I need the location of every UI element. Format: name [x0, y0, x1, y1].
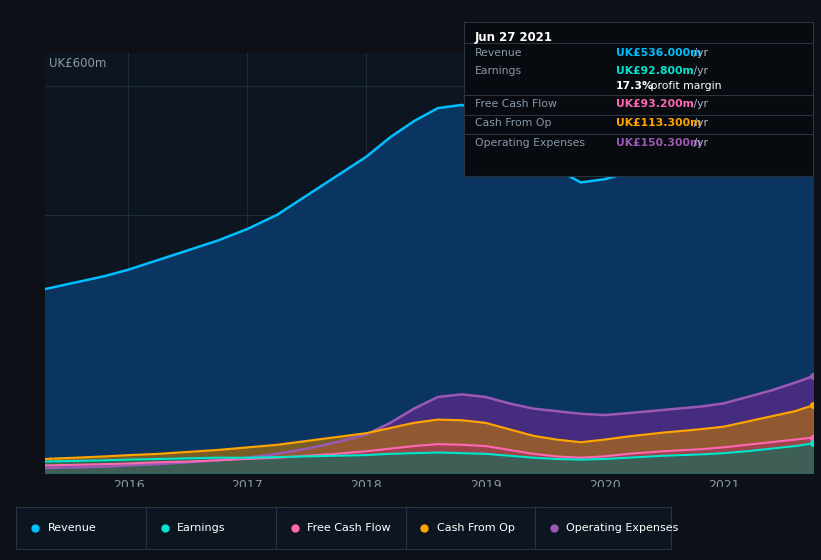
Text: Free Cash Flow: Free Cash Flow — [307, 523, 391, 533]
Text: Revenue: Revenue — [48, 523, 96, 533]
Text: UK£93.200m: UK£93.200m — [616, 99, 694, 109]
Text: /yr: /yr — [690, 138, 708, 148]
Text: Jun 27 2021: Jun 27 2021 — [475, 31, 553, 44]
Text: UK£600m: UK£600m — [49, 58, 107, 71]
Text: UK£150.300m: UK£150.300m — [616, 138, 701, 148]
Text: Earnings: Earnings — [475, 66, 521, 76]
Text: 17.3%: 17.3% — [616, 81, 654, 91]
Text: /yr: /yr — [690, 48, 708, 58]
Text: profit margin: profit margin — [647, 81, 722, 91]
Text: UK£92.800m: UK£92.800m — [616, 66, 694, 76]
Text: Free Cash Flow: Free Cash Flow — [475, 99, 557, 109]
Text: /yr: /yr — [690, 66, 708, 76]
Text: Cash From Op: Cash From Op — [437, 523, 515, 533]
Text: UK£113.300m: UK£113.300m — [616, 118, 701, 128]
Text: UK£536.000m: UK£536.000m — [616, 48, 701, 58]
Bar — [741, 53, 813, 473]
Text: UK£0: UK£0 — [49, 456, 80, 469]
Text: Revenue: Revenue — [475, 48, 522, 58]
Text: Operating Expenses: Operating Expenses — [475, 138, 585, 148]
Text: Earnings: Earnings — [177, 523, 226, 533]
Text: Cash From Op: Cash From Op — [475, 118, 551, 128]
Text: /yr: /yr — [690, 99, 708, 109]
Text: /yr: /yr — [690, 118, 708, 128]
Text: Operating Expenses: Operating Expenses — [566, 523, 679, 533]
